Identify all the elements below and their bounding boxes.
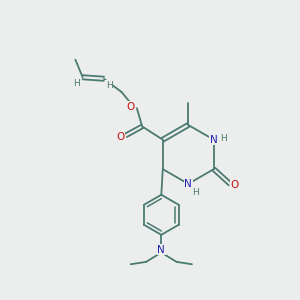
Text: O: O xyxy=(116,132,125,142)
Text: H: H xyxy=(220,134,226,143)
Text: O: O xyxy=(127,102,135,112)
Text: H: H xyxy=(73,79,80,88)
Text: N: N xyxy=(210,135,218,145)
Text: H: H xyxy=(106,81,112,90)
Text: N: N xyxy=(158,244,165,254)
Text: N: N xyxy=(184,179,192,189)
Text: O: O xyxy=(231,180,239,190)
Text: H: H xyxy=(192,188,199,196)
